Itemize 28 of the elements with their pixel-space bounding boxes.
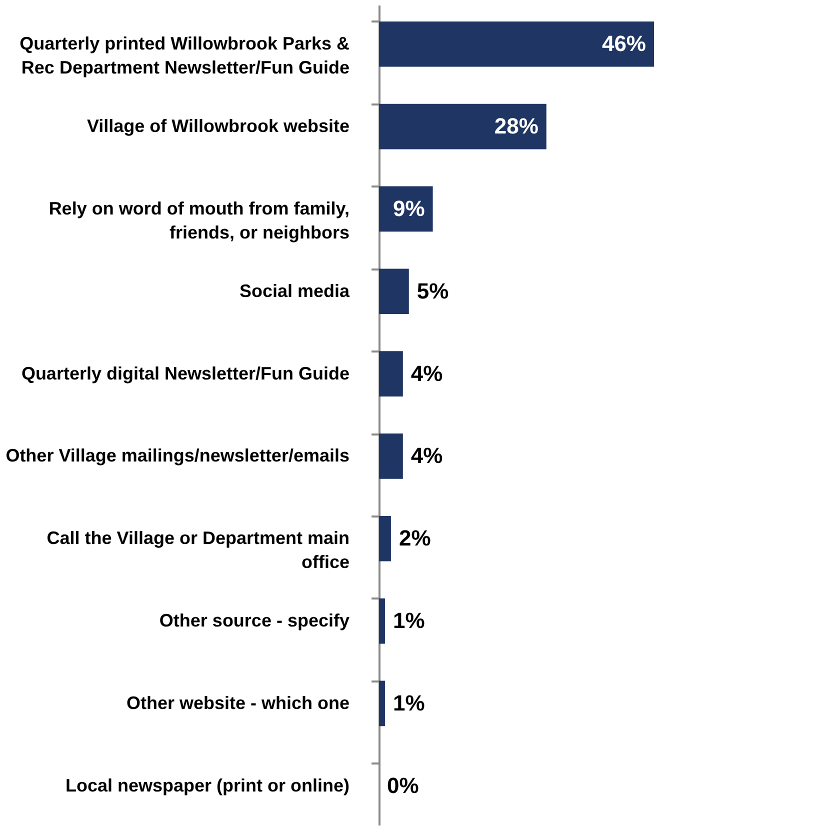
y-tick-label: Village of Willowbrook website xyxy=(86,116,350,136)
data-label: 28% xyxy=(494,114,538,139)
bar xyxy=(379,680,385,726)
bar xyxy=(379,268,409,314)
bar xyxy=(379,351,403,396)
data-label: 1% xyxy=(392,608,425,634)
bar xyxy=(379,104,546,150)
y-tick-label: Quarterly printed Willowbrook Parks & Rec Department Newsletter/Fun Guide xyxy=(20,34,350,78)
y-tick-label: Social media xyxy=(239,280,350,301)
y-tick-label: Rely on word of mouth from family, friends, or neighbors xyxy=(48,198,350,242)
y-tick-label: Other website - which one xyxy=(126,692,350,713)
y-tick-label: Call the Village or Department main office xyxy=(46,528,350,572)
bar xyxy=(379,21,654,67)
bar xyxy=(379,516,391,562)
y-tick-label: Quarterly digital Newsletter/Fun Guide xyxy=(21,363,350,384)
data-label: 5% xyxy=(416,278,449,304)
bar xyxy=(379,598,385,644)
data-label: 4% xyxy=(410,443,443,468)
data-label: 4% xyxy=(410,360,443,386)
data-label: 2% xyxy=(398,526,431,551)
bar xyxy=(379,434,403,479)
data-label: 46% xyxy=(602,31,646,56)
y-tick-label: Other source - specify xyxy=(159,610,350,631)
data-label: 0% xyxy=(387,772,419,798)
y-tick-label: Other Village mailings/newsletter/emails xyxy=(6,446,350,466)
data-label: 9% xyxy=(393,196,425,221)
data-label: 1% xyxy=(392,690,425,716)
y-tick-label: Local newspaper (print or online) xyxy=(65,775,350,796)
